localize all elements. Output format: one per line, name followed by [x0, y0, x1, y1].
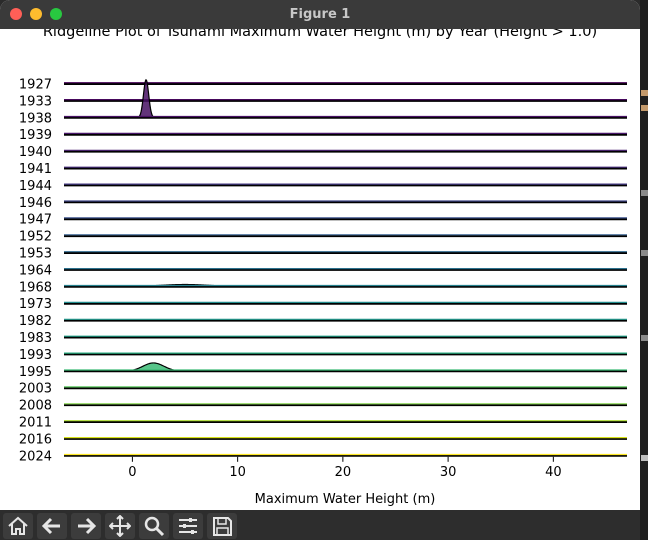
- ridge-label-1939: 1939: [19, 128, 52, 143]
- ridge-label-1944: 1944: [19, 179, 52, 194]
- ridge-label-2003: 2003: [19, 382, 52, 397]
- x-axis: 0 10 20 30 40: [128, 456, 562, 480]
- configure-subplots-icon: [179, 518, 197, 534]
- window-title: Figure 1: [289, 7, 351, 22]
- ridge-label-1941: 1941: [19, 162, 52, 177]
- ridge-label-1993: 1993: [19, 348, 52, 363]
- ridge-label-1933: 1933: [19, 94, 52, 109]
- configure-subplots-button[interactable]: [173, 513, 203, 539]
- background-text-fragment: [641, 335, 648, 341]
- close-window-button[interactable]: [10, 8, 22, 20]
- zoom-icon: [144, 516, 165, 537]
- back-arrow-icon: [41, 517, 60, 535]
- ridge-label-2024: 2024: [19, 449, 52, 464]
- ridge-label-2008: 2008: [19, 399, 52, 414]
- ridge-label-1953: 1953: [19, 247, 52, 262]
- x-tick-label-0: 0: [128, 465, 136, 480]
- ridge-label-1964: 1964: [19, 263, 52, 278]
- save-button[interactable]: [207, 513, 237, 539]
- background-editor-strip: [640, 0, 648, 540]
- ridge-label-1946: 1946: [19, 196, 52, 211]
- home-icon: [8, 516, 28, 535]
- x-tick-label-40: 40: [545, 465, 562, 480]
- zoom-button[interactable]: [139, 513, 169, 539]
- background-text-fragment: [641, 455, 648, 461]
- ridge-label-1947: 1947: [19, 213, 52, 228]
- ridge-label-1973: 1973: [19, 297, 52, 312]
- ridge-label-2016: 2016: [19, 432, 52, 447]
- x-tick-label-30: 30: [440, 465, 457, 480]
- ridge-label-1968: 1968: [19, 280, 52, 295]
- background-text-fragment: [641, 90, 648, 96]
- background-text-fragment: [641, 250, 648, 256]
- figure-canvas: Ridgeline Plot of Tsunami Maximum Water …: [0, 24, 640, 510]
- ridge-label-1952: 1952: [19, 230, 52, 245]
- ridge-label-1995: 1995: [19, 365, 52, 380]
- ridge-label-2011: 2011: [19, 416, 52, 431]
- x-tick-label-10: 10: [229, 465, 246, 480]
- background-text-fragment: [641, 190, 648, 196]
- home-button[interactable]: [3, 513, 33, 539]
- pan-icon: [109, 515, 131, 537]
- ridge-density-1938: [64, 78, 627, 119]
- ridge-label-1927: 1927: [19, 78, 52, 93]
- navigation-toolbar: [0, 510, 640, 540]
- background-text-fragment: [641, 105, 648, 111]
- x-axis-label: Maximum Water Height (m): [255, 492, 436, 507]
- pan-button[interactable]: [105, 513, 135, 539]
- save-icon: [213, 517, 232, 536]
- forward-arrow-icon: [78, 517, 97, 535]
- ridge-label-1938: 1938: [19, 111, 52, 126]
- ridgeline-chart: Ridgeline Plot of Tsunami Maximum Water …: [19, 24, 627, 507]
- maximize-window-button[interactable]: [50, 8, 62, 20]
- ridge-label-1982: 1982: [19, 314, 52, 329]
- forward-button[interactable]: [71, 513, 101, 539]
- ridge-label-1983: 1983: [19, 331, 52, 346]
- chart-title: Ridgeline Plot of Tsunami Maximum Water …: [43, 29, 597, 40]
- title-bar: Figure 1: [0, 0, 640, 30]
- back-button[interactable]: [37, 513, 67, 539]
- ridge-label-1940: 1940: [19, 145, 52, 160]
- x-tick-label-20: 20: [335, 465, 352, 480]
- minimize-window-button[interactable]: [30, 8, 42, 20]
